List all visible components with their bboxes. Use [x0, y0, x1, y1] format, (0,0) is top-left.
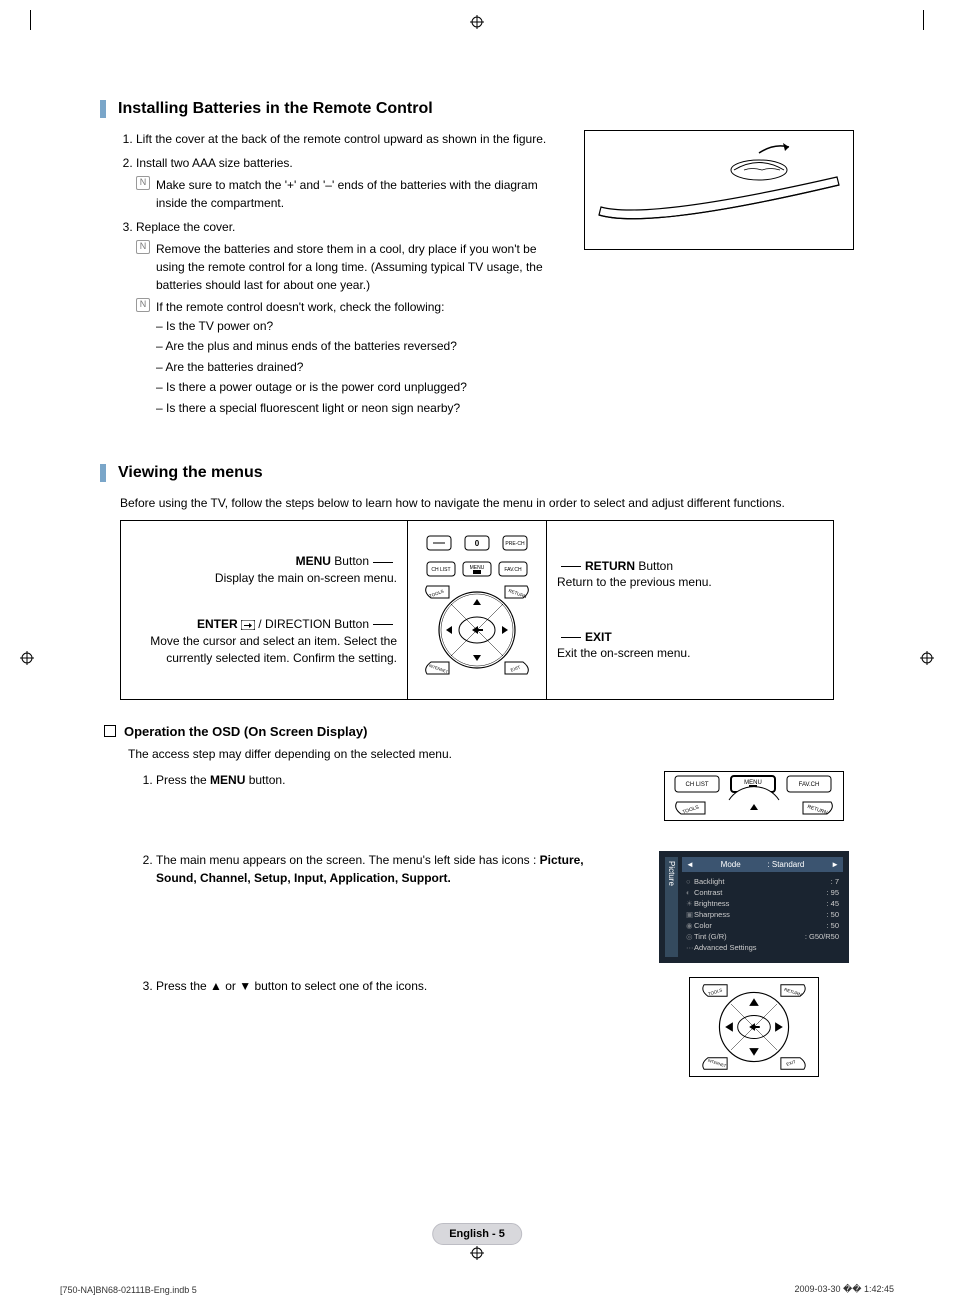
- step-pre: Press the: [156, 773, 210, 787]
- viewing-intro: Before using the TV, follow the steps be…: [120, 494, 854, 512]
- osd-figure-3: TOOLS RETURN INTERNET EXIT: [654, 977, 854, 1077]
- svg-text:FAV.CH: FAV.CH: [799, 782, 820, 788]
- menu-item-label: Brightness: [694, 899, 826, 908]
- checklist: Is the TV power on? Are the plus and min…: [136, 316, 564, 418]
- menu-item-value: : 45: [826, 899, 839, 908]
- callout-label: MENU: [296, 554, 331, 568]
- callout-desc: Move the cursor and select an item. Sele…: [150, 634, 397, 665]
- menu-item-label: Color: [694, 921, 826, 930]
- callout-desc: Return to the previous menu.: [557, 575, 712, 589]
- list-item: Replace the cover. N Remove the batterie…: [136, 218, 564, 418]
- note-text: Make sure to match the '+' and '–' ends …: [156, 176, 564, 212]
- menu-item-label: Backlight: [694, 877, 831, 886]
- menu-item-value: : 7: [831, 877, 839, 886]
- callout-label: EXIT: [585, 630, 612, 644]
- callout-enter: ENTER / DIRECTION Button Move the cursor…: [131, 616, 397, 666]
- svg-text:FAV.CH: FAV.CH: [504, 567, 522, 573]
- menu-item-label: Contrast: [694, 888, 826, 897]
- mode-value: Standard: [772, 860, 804, 869]
- checklist-item: Is the TV power on?: [156, 316, 564, 336]
- svg-text:CH LIST: CH LIST: [431, 567, 450, 573]
- menu-item-label: Advanced Settings: [694, 943, 839, 952]
- heading-text: Installing Batteries in the Remote Contr…: [118, 100, 433, 118]
- remote-center-figure: 0 PRE-CH CH LIST MENU FAV.CH TOOLS RETUR…: [407, 521, 547, 699]
- callout-menu: MENU Button Display the main on-screen m…: [131, 553, 397, 587]
- heading-bar-icon: [100, 464, 106, 482]
- footer-left-text: [750-NA]BN68-02111B-Eng.indb 5: [60, 1285, 197, 1295]
- list-item: Install two AAA size batteries. N Make s…: [136, 154, 564, 212]
- callout-suffix: Button: [331, 554, 369, 568]
- callout-label: RETURN: [585, 559, 635, 573]
- step-bold: MENU: [210, 773, 245, 787]
- callout-exit: EXIT Exit the on-screen menu.: [557, 629, 823, 663]
- callout-return: RETURN Button Return to the previous men…: [557, 558, 823, 592]
- osd-figure-1: CH LIST MENU FAV.CH TOOLS RETURN: [654, 771, 854, 821]
- note-text: If the remote control doesn't work, chec…: [156, 298, 444, 316]
- tv-menu-screenshot: Picture ◄ Mode : Standard ► ○Backlight: …: [659, 851, 849, 963]
- pre-ch-label: PRE-CH: [505, 541, 525, 547]
- note-icon: N: [136, 176, 150, 190]
- osd-step-1: Press the MENU button.: [156, 771, 624, 789]
- note-text: Remove the batteries and store them in a…: [156, 240, 564, 294]
- osd-heading-text: Operation the OSD (On Screen Display): [124, 724, 367, 739]
- menu-item-value: : 50: [826, 910, 839, 919]
- step-text: Install two AAA size batteries.: [136, 156, 293, 170]
- step-pre: The main menu appears on the screen. The…: [156, 853, 540, 867]
- note-icon: N: [136, 298, 150, 312]
- osd-step-3: Press the ▲ or ▼ button to select one of…: [156, 977, 624, 995]
- callout-suffix: Button: [635, 559, 673, 573]
- callout-suffix: / DIRECTION Button: [258, 617, 369, 631]
- osd-intro: The access step may differ depending on …: [128, 745, 854, 763]
- page-number-badge: English - 5: [432, 1223, 522, 1245]
- osd-figure-2: Picture ◄ Mode : Standard ► ○Backlight: …: [654, 851, 854, 963]
- section-heading-installing: Installing Batteries in the Remote Contr…: [100, 100, 854, 118]
- checklist-item: Are the batteries drained?: [156, 357, 564, 377]
- menu-item-label: Sharpness: [694, 910, 826, 919]
- menu-item-value: : 95: [826, 888, 839, 897]
- osd-step-2: The main menu appears on the screen. The…: [156, 851, 624, 887]
- mode-label: Mode: [721, 860, 741, 869]
- svg-text:CH LIST: CH LIST: [685, 782, 708, 788]
- callout-desc: Exit the on-screen menu.: [557, 646, 690, 660]
- osd-subheading: Operation the OSD (On Screen Display): [104, 724, 854, 739]
- step-text: Replace the cover.: [136, 220, 235, 234]
- menu-callout-diagram: MENU Button Display the main on-screen m…: [120, 520, 834, 700]
- checklist-item: Is there a special fluorescent light or …: [156, 398, 564, 418]
- enter-icon: [241, 620, 255, 630]
- svg-text:0: 0: [475, 539, 480, 548]
- footer-right-text: 2009-03-30 �� 1:42:45: [794, 1284, 894, 1295]
- step-post: button.: [245, 773, 285, 787]
- checklist-item: Are the plus and minus ends of the batte…: [156, 336, 564, 356]
- menu-item-label: Tint (G/R): [694, 932, 805, 941]
- menu-tab: Picture: [665, 857, 678, 957]
- heading-text: Viewing the menus: [118, 464, 263, 482]
- step-pre: Press the ▲ or ▼ button to select one of…: [156, 979, 427, 993]
- menu-item-value: : 50: [826, 921, 839, 930]
- installing-steps-list: Lift the cover at the back of the remote…: [100, 130, 564, 418]
- remote-battery-figure: [584, 130, 854, 250]
- list-item: Lift the cover at the back of the remote…: [136, 130, 564, 148]
- checklist-item: Is there a power outage or is the power …: [156, 377, 564, 397]
- section-heading-viewing: Viewing the menus: [100, 464, 854, 482]
- callout-label: ENTER: [197, 617, 238, 631]
- note-icon: N: [136, 240, 150, 254]
- heading-bar-icon: [100, 100, 106, 118]
- step-text: Lift the cover at the back of the remote…: [136, 132, 546, 146]
- menu-item-value: : G50/R50: [805, 932, 839, 941]
- callout-desc: Display the main on-screen menu.: [215, 571, 397, 585]
- square-bullet-icon: [104, 725, 116, 737]
